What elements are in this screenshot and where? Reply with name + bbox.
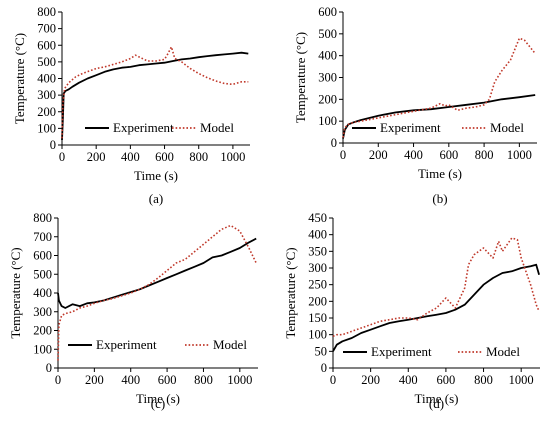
panel-label: (c) — [151, 396, 165, 411]
y-tick-label: 0 — [331, 136, 337, 150]
x-tick-label: 600 — [155, 150, 174, 164]
x-tick-label: 600 — [439, 148, 458, 162]
y-tick-label: 500 — [37, 55, 56, 69]
x-tick-label: 600 — [437, 373, 456, 387]
y-tick-label: 400 — [318, 49, 337, 63]
x-tick-label: 400 — [404, 148, 423, 162]
y-tick-label: 500 — [33, 267, 52, 281]
x-tick-label: 0 — [59, 150, 65, 164]
y-tick-label: 300 — [308, 261, 327, 275]
y-tick-label: 200 — [318, 92, 337, 106]
legend-label-model: Model — [486, 344, 520, 359]
legend-label-model: Model — [213, 337, 247, 352]
y-tick-label: 150 — [308, 311, 327, 325]
y-tick-label: 400 — [37, 72, 56, 86]
series-line-experiment — [61, 51, 249, 141]
y-tick-label: 200 — [308, 294, 327, 308]
x-tick-label: 0 — [340, 148, 346, 162]
y-axis-title: Temperature (°C) — [8, 247, 23, 338]
chart-panel-1: 0 100 200 300 400 500 600 700 800 0 200 400 600 800 10… — [12, 5, 250, 206]
y-tick-label: 100 — [308, 328, 327, 342]
series-line-experiment — [332, 263, 540, 352]
x-tick-label: 1000 — [220, 150, 245, 164]
y-tick-label: 800 — [33, 211, 52, 225]
panel-label: (d) — [429, 396, 444, 411]
y-axis-title: Temperature (°C) — [283, 247, 298, 338]
y-tick-label: 100 — [33, 342, 52, 356]
chart-panel-2: 0 100 200 300 400 500 600 0 200 400 600 800 1000 Time… — [293, 5, 537, 206]
y-tick-label: 250 — [308, 278, 327, 292]
y-tick-label: 100 — [318, 114, 337, 128]
x-tick-label: 200 — [361, 373, 380, 387]
y-tick-label: 600 — [33, 249, 52, 263]
x-tick-label: 800 — [475, 148, 494, 162]
legend-label-model: Model — [490, 120, 524, 135]
x-tick-label: 200 — [87, 150, 106, 164]
x-axis-title: Time (s) — [418, 166, 462, 181]
x-tick-label: 1000 — [507, 148, 532, 162]
y-tick-label: 500 — [318, 27, 337, 41]
y-tick-label: 700 — [37, 22, 56, 36]
x-tick-label: 0 — [330, 373, 336, 387]
x-tick-label: 200 — [369, 148, 388, 162]
x-tick-label: 400 — [121, 150, 140, 164]
legend-label-experiment: Experiment — [113, 120, 174, 135]
y-tick-label: 800 — [37, 5, 56, 19]
y-tick-label: 300 — [33, 305, 52, 319]
series-line-model — [332, 237, 540, 338]
x-tick-label: 800 — [194, 373, 213, 387]
y-axis-title: Temperature (°C) — [12, 33, 27, 124]
y-tick-label: 50 — [315, 344, 328, 358]
x-tick-label: 1000 — [509, 373, 534, 387]
x-tick-label: 1000 — [227, 373, 252, 387]
x-tick-label: 800 — [474, 373, 493, 387]
legend-label-experiment: Experiment — [371, 344, 432, 359]
legend-label-experiment: Experiment — [380, 120, 441, 135]
y-tick-label: 450 — [308, 211, 327, 225]
x-tick-label: 800 — [189, 150, 208, 164]
y-tick-label: 0 — [50, 138, 56, 152]
x-tick-label: 0 — [55, 373, 61, 387]
x-tick-label: 200 — [85, 373, 104, 387]
y-tick-label: 350 — [308, 244, 327, 258]
series-line-model — [61, 46, 249, 139]
legend-label-model: Model — [200, 120, 234, 135]
y-tick-label: 200 — [37, 105, 56, 119]
y-tick-label: 700 — [33, 230, 52, 244]
x-axis-title: Time (s) — [134, 168, 178, 183]
y-tick-label: 400 — [33, 286, 52, 300]
series-line-experiment — [342, 94, 536, 139]
y-tick-label: 300 — [37, 88, 56, 102]
x-tick-label: 600 — [158, 373, 177, 387]
y-tick-label: 300 — [318, 71, 337, 85]
legend-label-experiment: Experiment — [96, 337, 157, 352]
x-tick-label: 400 — [121, 373, 140, 387]
y-tick-label: 600 — [37, 38, 56, 52]
x-axis-title: Time (s) — [415, 391, 459, 406]
panel-label: (a) — [149, 191, 163, 206]
y-tick-label: 200 — [33, 324, 52, 338]
series-line-experiment — [57, 237, 257, 309]
y-tick-label: 100 — [37, 121, 56, 135]
y-tick-label: 600 — [318, 5, 337, 19]
x-tick-label: 400 — [399, 373, 418, 387]
y-tick-label: 400 — [308, 228, 327, 242]
chart-panel-4: 0 50 100 150 200 250 300 350 400 450 0 200 400 600 800… — [283, 211, 540, 411]
y-axis-title: Temperature (°C) — [293, 32, 308, 123]
series-line-model — [57, 224, 257, 361]
y-tick-label: 0 — [46, 361, 52, 375]
y-tick-label: 0 — [321, 361, 327, 375]
chart-panel-3: 0 100 200 300 400 500 600 700 800 0 200 400 600 800 10… — [8, 211, 258, 411]
x-axis-title: Time (s) — [136, 391, 180, 406]
panel-label: (b) — [432, 191, 447, 206]
